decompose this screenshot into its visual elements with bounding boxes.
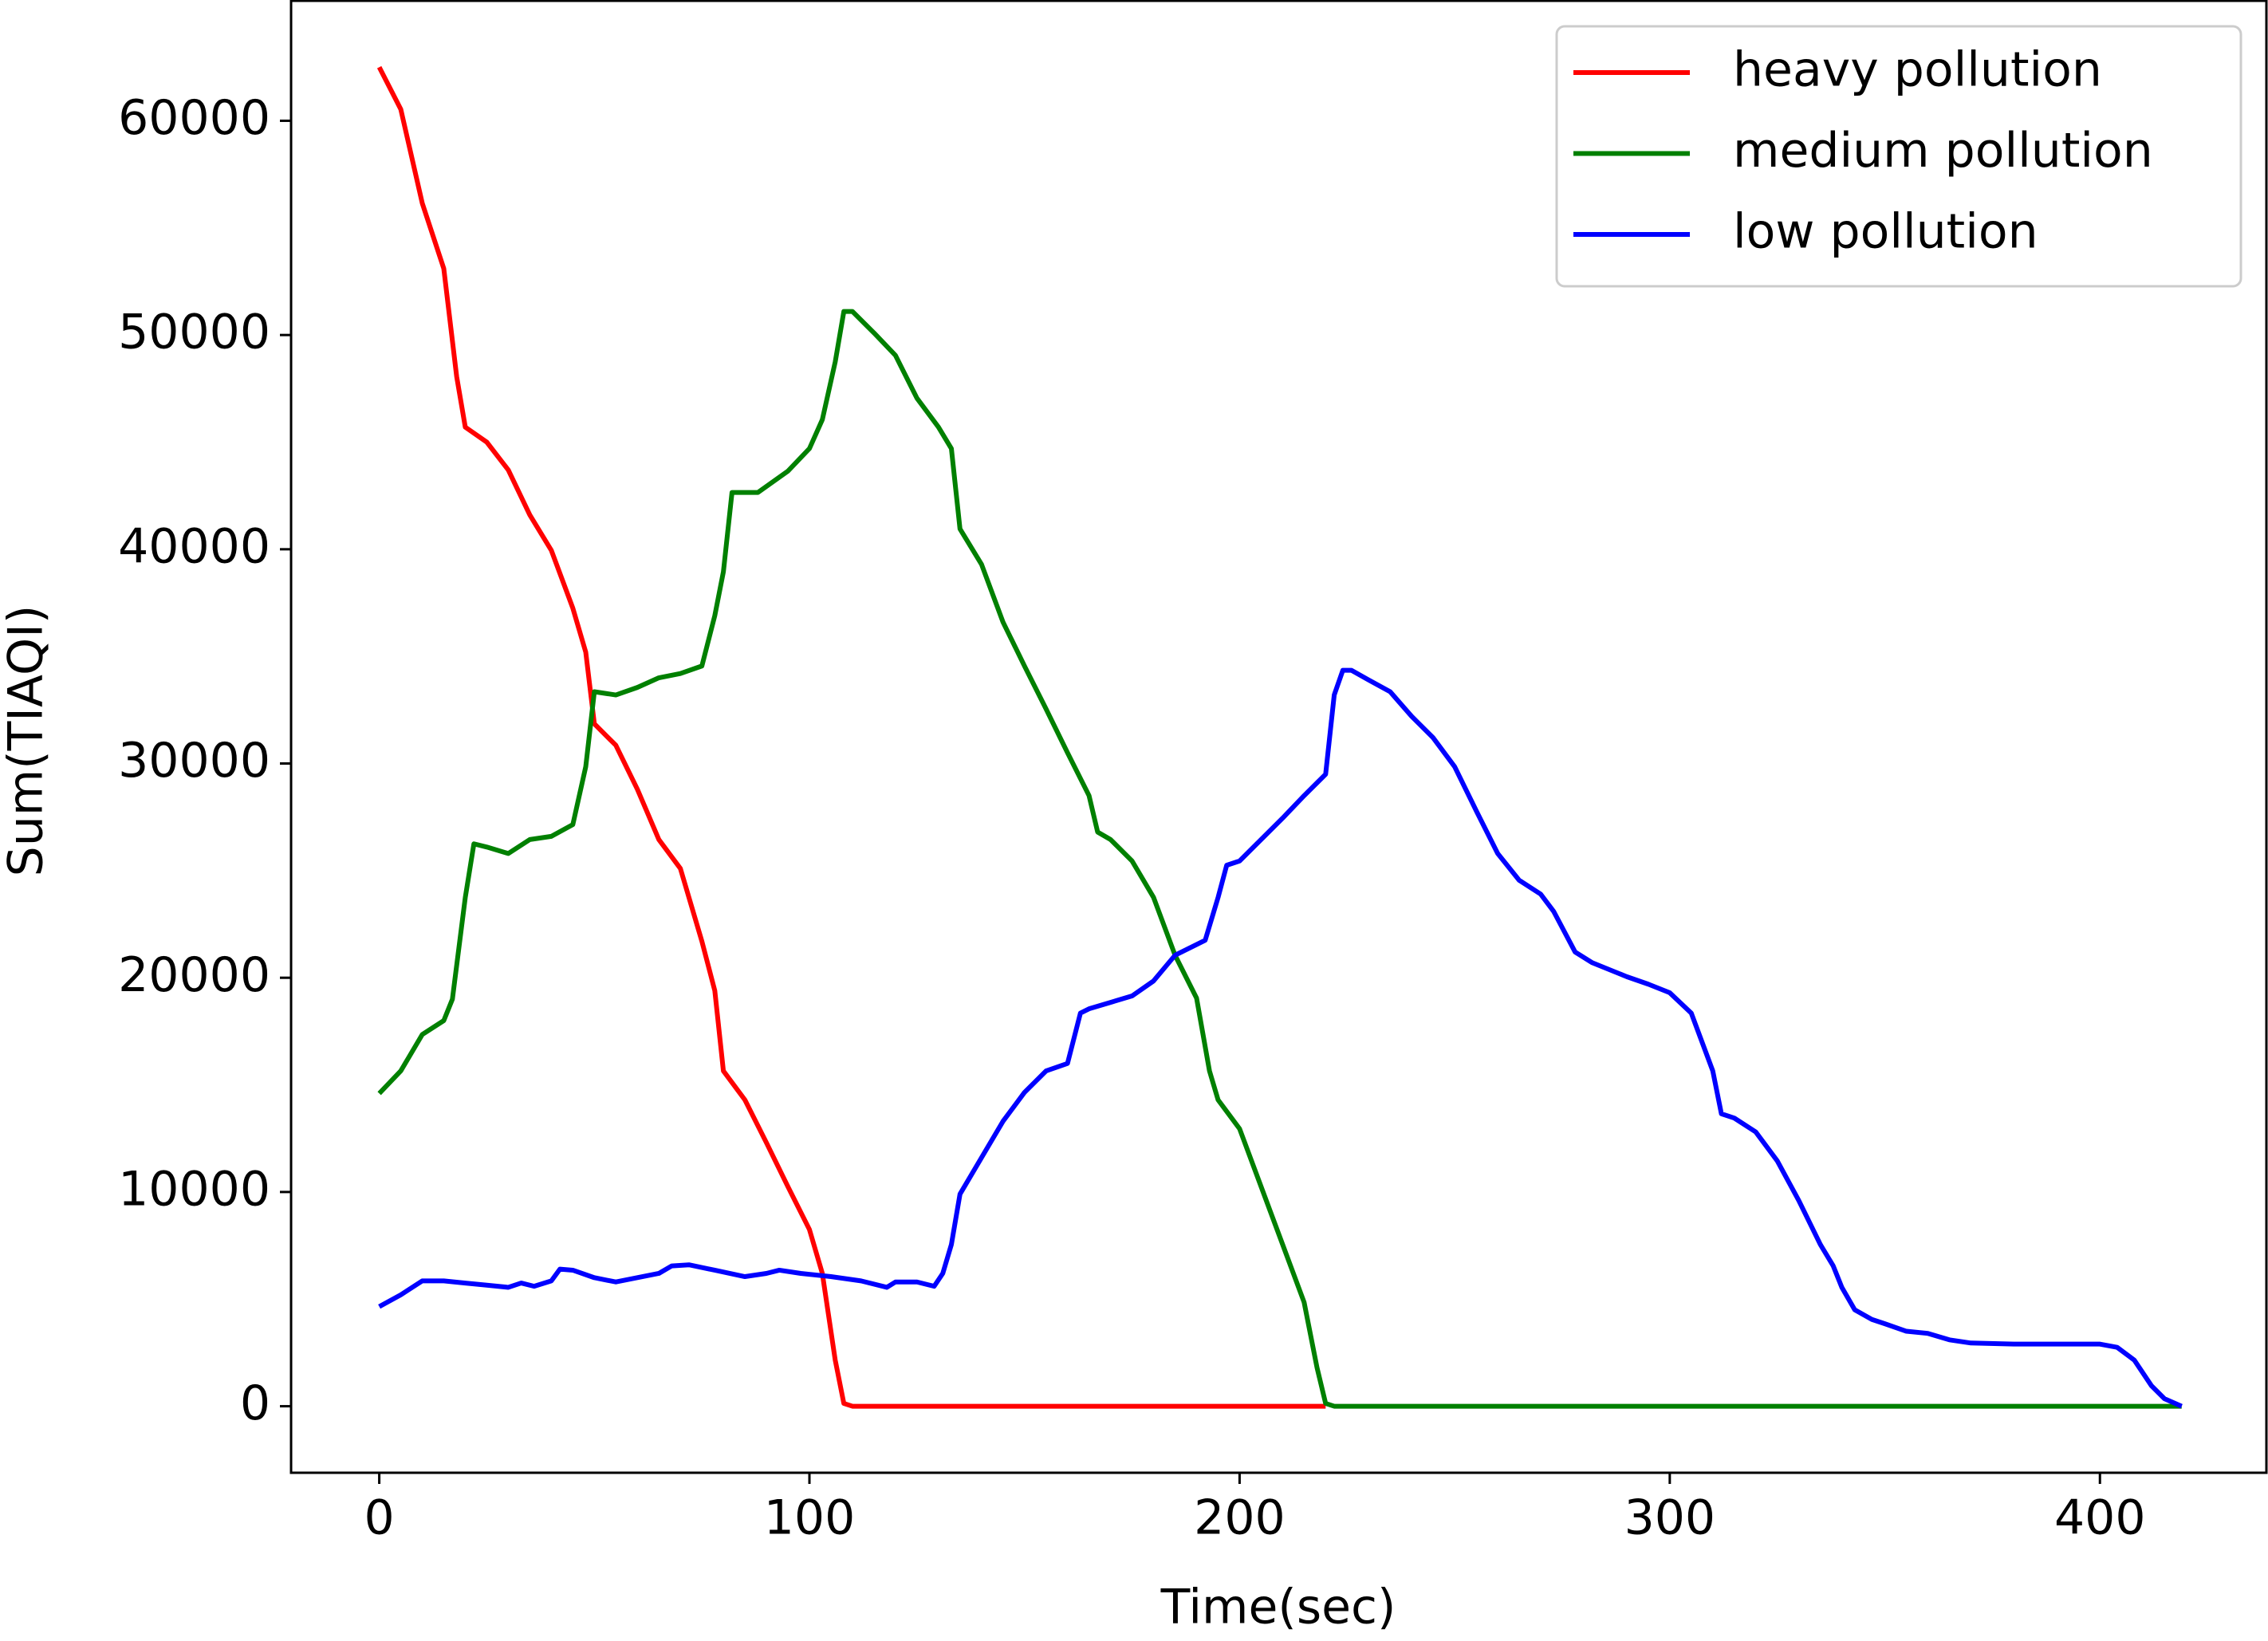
data-line <box>378 667 2183 1409</box>
y-tick-label: 50000 <box>118 305 270 360</box>
y-tick-label: 40000 <box>118 518 270 574</box>
y-tick-label: 30000 <box>118 733 270 789</box>
x-tick-label: 300 <box>1624 1490 1716 1546</box>
x-tick-label: 200 <box>1194 1490 1286 1546</box>
x-tick-label: 100 <box>764 1490 856 1546</box>
x-tick-label: 400 <box>2054 1490 2146 1546</box>
y-tick-label: 10000 <box>118 1161 270 1217</box>
y-tick-label: 0 <box>240 1375 270 1431</box>
legend-label: low pollution <box>1733 204 2038 260</box>
y-tick-label: 60000 <box>118 90 270 146</box>
legend <box>1555 25 2242 288</box>
x-tick-label: 0 <box>364 1490 394 1546</box>
x-axis-label: Time(sec) <box>1160 1580 1396 1635</box>
data-line <box>377 309 2182 1409</box>
plot-frame <box>289 0 2268 1474</box>
legend-label: medium pollution <box>1733 123 2153 179</box>
y-tick-label: 20000 <box>118 947 270 1003</box>
y-axis-label: Sum(TIAQI) <box>0 605 54 877</box>
legend-label: heavy pollution <box>1733 42 2102 98</box>
data-line <box>376 65 1326 1409</box>
